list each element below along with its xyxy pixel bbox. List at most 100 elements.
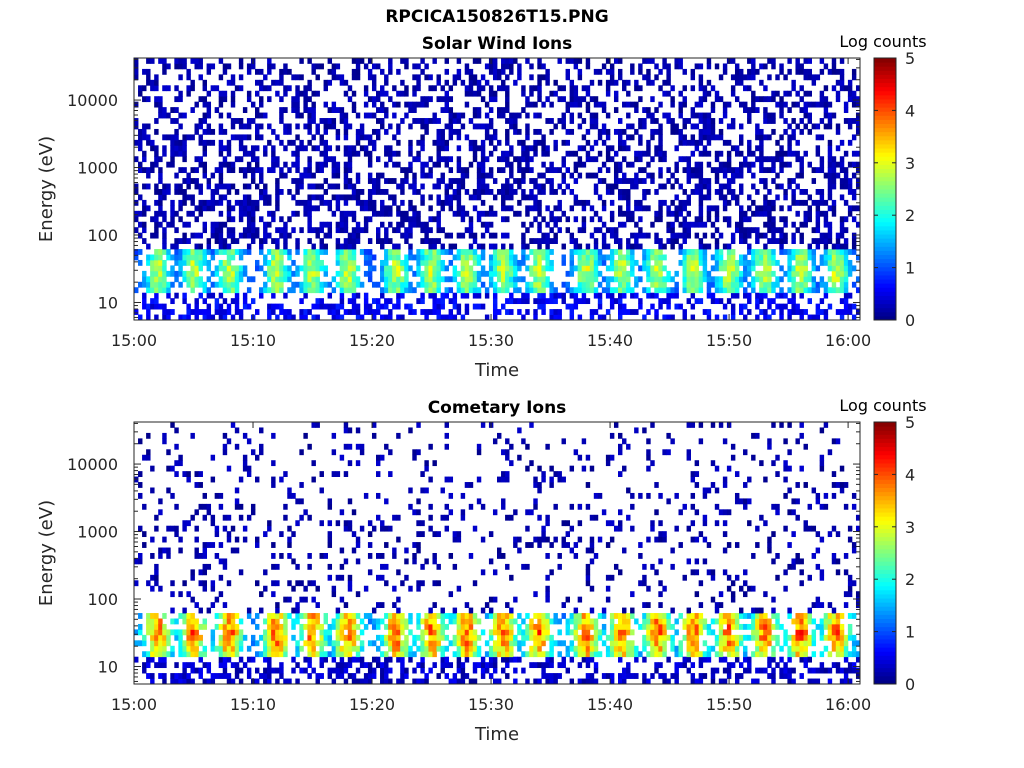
spectrogram-cell [259, 68, 264, 75]
spectrogram-cell [424, 74, 429, 81]
spectrogram-cell [581, 85, 587, 92]
spectrogram-cell [311, 314, 316, 321]
spectrogram-cell [218, 112, 224, 119]
spectrogram-cell [380, 189, 385, 195]
spectrogram-cell [771, 167, 776, 174]
spectrogram-cell [267, 525, 272, 532]
spectrogram-cell [408, 243, 413, 250]
spectrogram-cell [222, 314, 228, 321]
spectrogram-cell [166, 281, 171, 288]
spectrogram-cell [509, 172, 514, 179]
spectrogram-cell [638, 232, 643, 239]
spectrogram-cell [170, 221, 175, 228]
spectrogram-cell [158, 287, 163, 294]
spectrogram-cell [234, 547, 240, 554]
spectrogram-cell [271, 309, 276, 315]
spectrogram-cell [638, 265, 643, 272]
spectrogram-cell [686, 139, 691, 146]
spectrogram-cell [238, 629, 244, 636]
spectrogram-cell [134, 58, 139, 64]
spectrogram-cell [739, 150, 744, 157]
spectrogram-cell [404, 303, 409, 310]
spectrogram-cell [170, 591, 175, 598]
spectrogram-cell [529, 265, 534, 272]
spectrogram-cell [674, 210, 679, 217]
spectrogram-cell [662, 90, 667, 97]
spectrogram-cell [739, 238, 744, 244]
spectrogram-cell [367, 249, 373, 255]
spectrogram-cell [436, 254, 441, 261]
spectrogram-cell [682, 249, 687, 255]
spectrogram-cell [315, 74, 320, 81]
y-tick-label: 10000 [67, 91, 118, 110]
spectrogram-cell [206, 503, 212, 510]
spectrogram-cell [613, 227, 619, 234]
spectrogram-cell [226, 634, 232, 641]
spectrogram-cell [686, 276, 691, 283]
spectrogram-cell [702, 194, 708, 201]
spectrogram-cell [412, 210, 417, 217]
spectrogram-cell [150, 270, 155, 277]
spectrogram-cell [706, 243, 712, 250]
spectrogram-cell [170, 298, 175, 305]
spectrogram-cell [307, 112, 312, 119]
spectrogram-cell [444, 292, 449, 299]
spectrogram-cell [351, 292, 357, 299]
spectrogram-cell [347, 281, 353, 288]
spectrogram-cell [198, 58, 203, 64]
spectrogram-cell [331, 167, 337, 174]
colorbar-segment [874, 250, 896, 255]
spectrogram-cell [545, 68, 550, 75]
spectrogram-cell [384, 112, 389, 119]
spectrogram-cell [650, 156, 655, 163]
spectrogram-cell [388, 150, 393, 157]
spectrogram-cell [222, 651, 228, 658]
spectrogram-cell [166, 651, 171, 658]
spectrogram-cell [242, 634, 248, 641]
spectrogram-cell [783, 101, 788, 108]
spectrogram-cell [259, 607, 264, 614]
spectrogram-cell [601, 178, 607, 184]
spectrogram-cell [537, 189, 542, 195]
spectrogram-cell [775, 183, 780, 190]
spectrogram-cell [307, 514, 312, 521]
spectrogram-cell [291, 667, 296, 674]
spectrogram-cell [658, 298, 663, 305]
spectrogram-cell [238, 210, 244, 217]
spectrogram-cell [593, 189, 599, 195]
spectrogram-cell [283, 596, 288, 603]
spectrogram-cell [767, 134, 772, 141]
spectrogram-cell [432, 216, 437, 223]
spectrogram-cell [307, 645, 312, 652]
spectrogram-cell [186, 281, 191, 288]
spectrogram-cell [557, 205, 562, 212]
spectrogram-cell [855, 128, 861, 135]
spectrogram-cell [392, 178, 397, 184]
spectrogram-cell [658, 205, 663, 212]
spectrogram-cell [799, 276, 804, 283]
spectrogram-cell [815, 309, 821, 315]
spectrogram-cell [295, 678, 300, 685]
spectrogram-cell [686, 210, 691, 217]
spectrogram-cell [246, 205, 252, 212]
spectrogram-cell [166, 134, 171, 141]
spectrogram-cell [537, 96, 542, 103]
spectrogram-cell [630, 309, 635, 315]
spectrogram-cell [158, 585, 163, 592]
spectrogram-cell [783, 216, 788, 223]
spectrogram-cell [553, 238, 558, 244]
spectrogram-cell [678, 199, 683, 206]
spectrogram-cell [230, 161, 236, 168]
colorbar-segment [874, 274, 896, 280]
spectrogram-cell [307, 618, 312, 625]
spectrogram-cell [626, 281, 631, 288]
spectrogram-cell [234, 498, 240, 505]
spectrogram-cell [315, 618, 320, 625]
spectrogram-cell [706, 194, 712, 201]
spectrogram-cell [327, 123, 333, 130]
spectrogram-cell [553, 292, 558, 299]
spectrogram-cell [436, 79, 441, 86]
spectrogram-cell [569, 314, 575, 321]
spectrogram-cell [448, 232, 454, 239]
y-axis-label: Energy (eV) [36, 136, 57, 242]
